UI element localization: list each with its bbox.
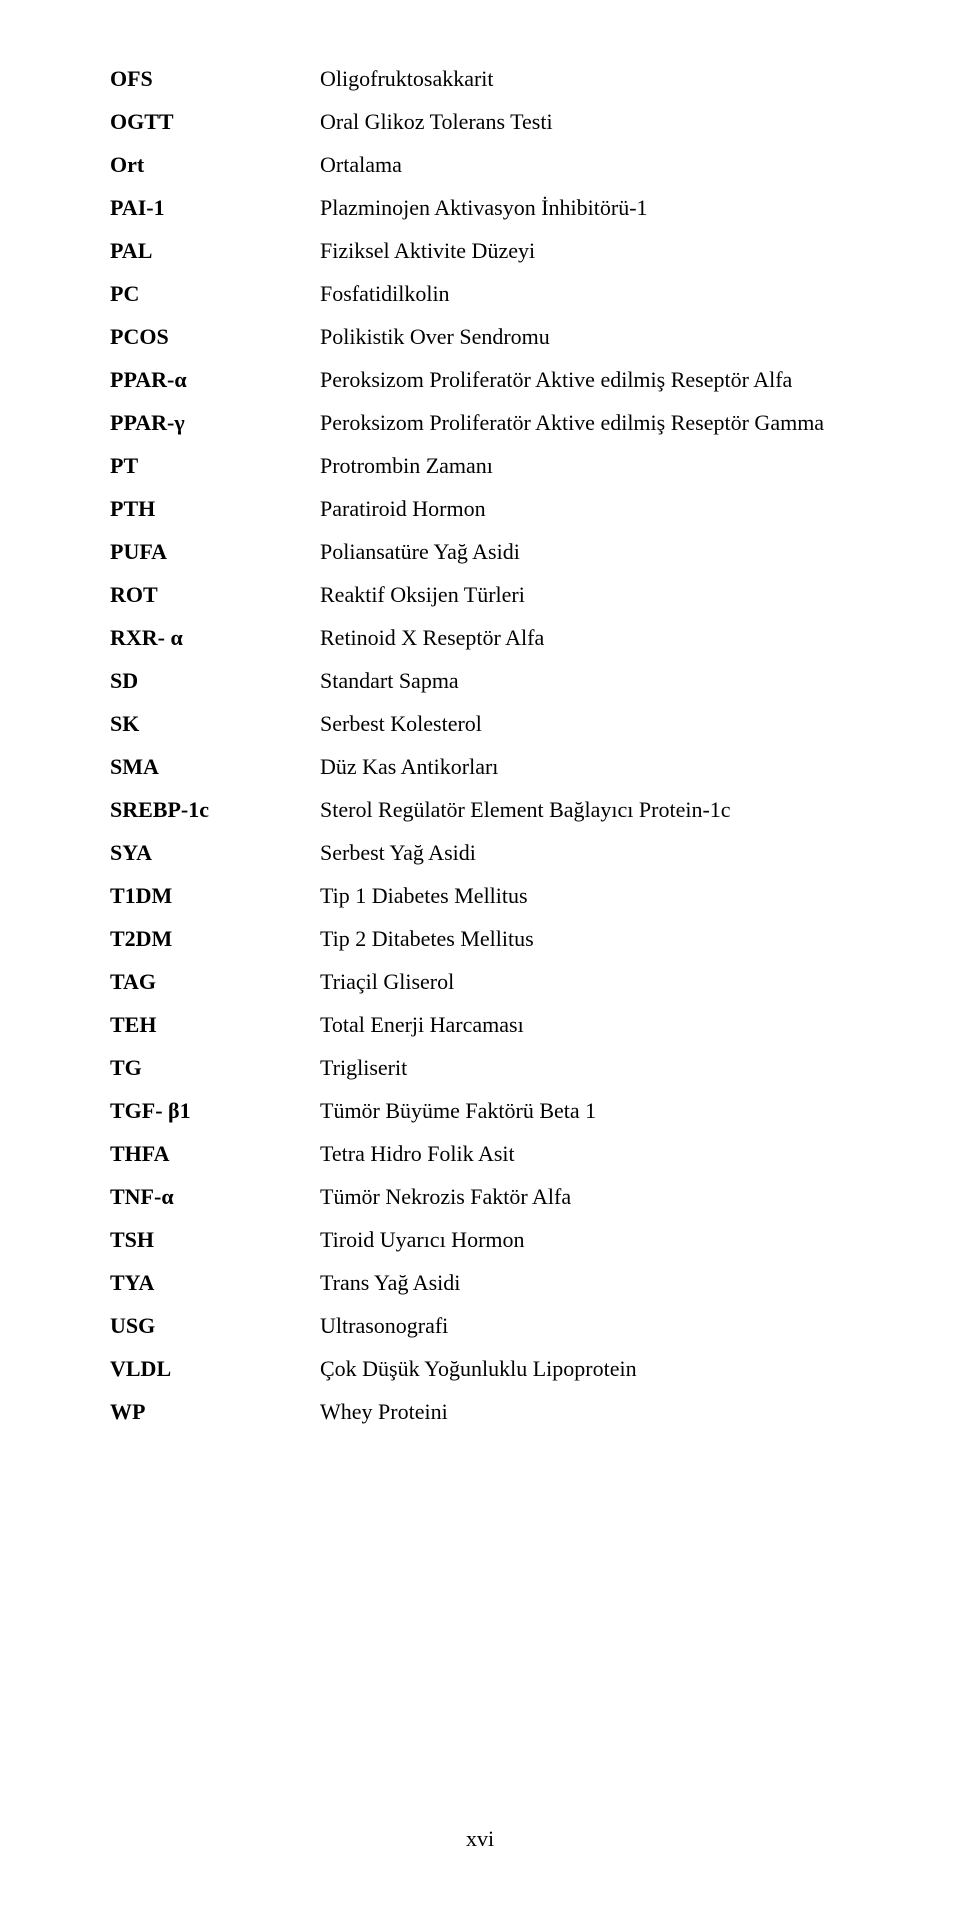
abbr-definition: Retinoid X Reseptör Alfa [320, 627, 850, 649]
abbr-row: TNF-αTümör Nekrozis Faktör Alfa [110, 1186, 850, 1208]
abbr-definition: Fosfatidilkolin [320, 283, 850, 305]
abbr-term: PC [110, 283, 320, 305]
abbr-row: OrtOrtalama [110, 154, 850, 176]
abbr-term: Ort [110, 154, 320, 176]
abbr-term: WP [110, 1401, 320, 1423]
abbr-row: T1DMTip 1 Diabetes Mellitus [110, 885, 850, 907]
abbr-row: SKSerbest Kolesterol [110, 713, 850, 735]
abbr-row: PTHParatiroid Hormon [110, 498, 850, 520]
abbr-row: SYASerbest Yağ Asidi [110, 842, 850, 864]
abbr-definition: Tetra Hidro Folik Asit [320, 1143, 850, 1165]
abbr-term: OFS [110, 68, 320, 90]
abbr-term: PAL [110, 240, 320, 262]
abbr-definition: Polikistik Over Sendromu [320, 326, 850, 348]
abbr-definition: Whey Proteini [320, 1401, 850, 1423]
abbr-term: SD [110, 670, 320, 692]
abbr-row: TGF- β1Tümör Büyüme Faktörü Beta 1 [110, 1100, 850, 1122]
abbr-row: TSHTiroid Uyarıcı Hormon [110, 1229, 850, 1251]
abbr-definition: Total Enerji Harcaması [320, 1014, 850, 1036]
abbr-term: ROT [110, 584, 320, 606]
abbr-term: OGTT [110, 111, 320, 133]
abbr-definition: Düz Kas Antikorları [320, 756, 850, 778]
abbr-row: PUFAPoliansatüre Yağ Asidi [110, 541, 850, 563]
abbr-term: PPAR-α [110, 369, 320, 391]
abbr-row: TEHTotal Enerji Harcaması [110, 1014, 850, 1036]
abbr-row: OFSOligofruktosakkarit [110, 68, 850, 90]
document-page: OFSOligofruktosakkaritOGTTOral Glikoz To… [0, 0, 960, 1910]
abbreviation-list: OFSOligofruktosakkaritOGTTOral Glikoz To… [110, 68, 850, 1423]
abbr-definition: Tip 2 Ditabetes Mellitus [320, 928, 850, 950]
abbr-definition: Triaçil Gliserol [320, 971, 850, 993]
abbr-definition: Fiziksel Aktivite Düzeyi [320, 240, 850, 262]
abbr-term: TSH [110, 1229, 320, 1251]
abbr-row: TYATrans Yağ Asidi [110, 1272, 850, 1294]
abbr-term: SK [110, 713, 320, 735]
abbr-term: PT [110, 455, 320, 477]
abbr-definition: Sterol Regülatör Element Bağlayıcı Prote… [320, 799, 850, 821]
abbr-row: SREBP-1cSterol Regülatör Element Bağlayı… [110, 799, 850, 821]
abbr-term: VLDL [110, 1358, 320, 1380]
abbr-definition: Ortalama [320, 154, 850, 176]
abbr-row: WPWhey Proteini [110, 1401, 850, 1423]
abbr-definition: Poliansatüre Yağ Asidi [320, 541, 850, 563]
abbr-row: SDStandart Sapma [110, 670, 850, 692]
abbr-term: PUFA [110, 541, 320, 563]
abbr-definition: Peroksizom Proliferatör Aktive edilmiş R… [320, 412, 850, 434]
abbr-row: PCOSPolikistik Over Sendromu [110, 326, 850, 348]
abbr-term: TG [110, 1057, 320, 1079]
abbr-definition: Ultrasonografi [320, 1315, 850, 1337]
abbr-term: THFA [110, 1143, 320, 1165]
abbr-term: PAI-1 [110, 197, 320, 219]
abbr-definition: Tümör Büyüme Faktörü Beta 1 [320, 1100, 850, 1122]
abbr-term: PPAR-γ [110, 412, 320, 434]
abbr-definition: Plazminojen Aktivasyon İnhibitörü-1 [320, 197, 850, 219]
abbr-definition: Serbest Yağ Asidi [320, 842, 850, 864]
abbr-row: RXR- αRetinoid X Reseptör Alfa [110, 627, 850, 649]
abbr-row: PTProtrombin Zamanı [110, 455, 850, 477]
abbr-row: T2DMTip 2 Ditabetes Mellitus [110, 928, 850, 950]
abbr-row: THFATetra Hidro Folik Asit [110, 1143, 850, 1165]
abbr-row: TAGTriaçil Gliserol [110, 971, 850, 993]
abbr-definition: Çok Düşük Yoğunluklu Lipoprotein [320, 1358, 850, 1380]
abbr-row: USGUltrasonografi [110, 1315, 850, 1337]
abbr-row: TGTrigliserit [110, 1057, 850, 1079]
abbr-term: T1DM [110, 885, 320, 907]
abbr-definition: Peroksizom Proliferatör Aktive edilmiş R… [320, 369, 850, 391]
abbr-term: SMA [110, 756, 320, 778]
abbr-row: PPAR-αPeroksizom Proliferatör Aktive edi… [110, 369, 850, 391]
abbr-term: PTH [110, 498, 320, 520]
abbr-term: TYA [110, 1272, 320, 1294]
abbr-term: PCOS [110, 326, 320, 348]
abbr-term: TAG [110, 971, 320, 993]
abbr-term: SREBP-1c [110, 799, 320, 821]
abbr-row: PPAR-γPeroksizom Proliferatör Aktive edi… [110, 412, 850, 434]
abbr-definition: Standart Sapma [320, 670, 850, 692]
abbr-row: VLDLÇok Düşük Yoğunluklu Lipoprotein [110, 1358, 850, 1380]
abbr-definition: Tümör Nekrozis Faktör Alfa [320, 1186, 850, 1208]
abbr-row: PCFosfatidilkolin [110, 283, 850, 305]
abbr-definition: Protrombin Zamanı [320, 455, 850, 477]
abbr-definition: Tip 1 Diabetes Mellitus [320, 885, 850, 907]
abbr-definition: Tiroid Uyarıcı Hormon [320, 1229, 850, 1251]
abbr-term: T2DM [110, 928, 320, 950]
abbr-definition: Paratiroid Hormon [320, 498, 850, 520]
abbr-row: PALFiziksel Aktivite Düzeyi [110, 240, 850, 262]
abbr-definition: Trigliserit [320, 1057, 850, 1079]
abbr-definition: Trans Yağ Asidi [320, 1272, 850, 1294]
abbr-definition: Serbest Kolesterol [320, 713, 850, 735]
abbr-term: SYA [110, 842, 320, 864]
abbr-term: RXR- α [110, 627, 320, 649]
abbr-row: PAI-1Plazminojen Aktivasyon İnhibitörü-1 [110, 197, 850, 219]
abbr-definition: Oral Glikoz Tolerans Testi [320, 111, 850, 133]
abbr-term: USG [110, 1315, 320, 1337]
page-number: xvi [0, 1826, 960, 1852]
abbr-term: TNF-α [110, 1186, 320, 1208]
abbr-term: TEH [110, 1014, 320, 1036]
abbr-definition: Reaktif Oksijen Türleri [320, 584, 850, 606]
abbr-definition: Oligofruktosakkarit [320, 68, 850, 90]
abbr-term: TGF- β1 [110, 1100, 320, 1122]
abbr-row: SMADüz Kas Antikorları [110, 756, 850, 778]
abbr-row: OGTTOral Glikoz Tolerans Testi [110, 111, 850, 133]
abbr-row: ROTReaktif Oksijen Türleri [110, 584, 850, 606]
